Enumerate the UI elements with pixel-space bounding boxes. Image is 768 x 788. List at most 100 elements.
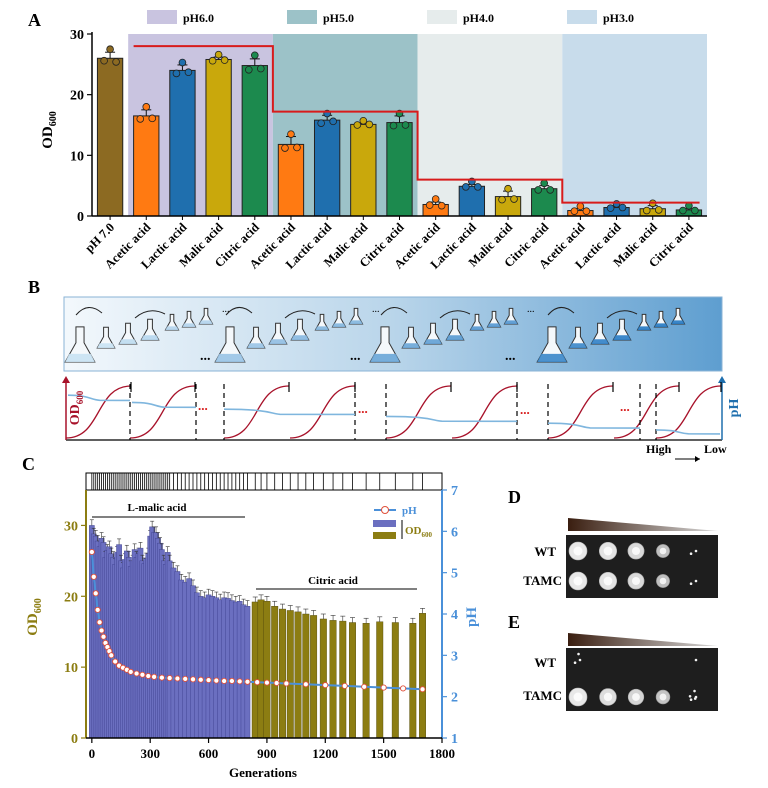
- high-low-arrowhead: [695, 456, 700, 462]
- x-tick-label: 600: [199, 746, 219, 761]
- flask-liquid: [613, 335, 631, 340]
- legend-od-malic-swatch: [373, 520, 396, 527]
- red-dots: ...: [520, 402, 530, 417]
- left-y-axis-label: OD600: [25, 598, 44, 636]
- ph-marker: [112, 658, 119, 665]
- strip-frame: [85, 472, 443, 491]
- red-dots: ...: [198, 398, 208, 413]
- bar: [96, 57, 124, 217]
- data-point: [244, 65, 253, 74]
- data-point: [474, 183, 482, 191]
- colony-dot: [689, 552, 693, 556]
- continuation-dots: ...: [200, 349, 211, 364]
- ph-marker: [419, 686, 426, 693]
- colony-spot-core: [631, 546, 641, 556]
- data-point: [148, 114, 157, 123]
- data-point: [389, 121, 398, 130]
- ph-region-band: [562, 34, 707, 216]
- ph-marker: [174, 675, 181, 682]
- ph-marker: [108, 652, 115, 659]
- right-tick-label: 7: [451, 484, 458, 499]
- data-point: [329, 117, 337, 126]
- colony-spot-core: [603, 692, 613, 702]
- flask-liquid: [637, 326, 651, 330]
- flask-liquid: [199, 320, 213, 324]
- ph-marker: [380, 684, 387, 691]
- ph-marker: [263, 679, 270, 686]
- data-point: [365, 120, 374, 129]
- ph-curve: [223, 408, 356, 416]
- growth-curves: ............: [62, 376, 726, 441]
- y-tick-label: 20: [70, 89, 84, 104]
- data-point: [281, 144, 289, 152]
- legend-label: pH6.0: [183, 11, 214, 25]
- od-growth-curve: [129, 385, 196, 439]
- flask-series: ..................: [64, 304, 686, 364]
- transfer-arrow: [134, 310, 166, 319]
- od-bar-citric: [271, 606, 279, 739]
- right-tick-label: 4: [451, 608, 458, 623]
- ph-marker: [96, 619, 103, 626]
- ph-marker: [273, 679, 280, 687]
- data-point: [136, 115, 145, 123]
- ph-marker: [302, 681, 309, 688]
- colony-spot-core: [659, 547, 667, 555]
- ph-marker: [236, 678, 243, 685]
- od-bar-citric: [302, 613, 310, 739]
- data-point: [576, 202, 585, 211]
- colony-dot: [694, 549, 698, 553]
- plate-d: [566, 535, 718, 598]
- od-bar-malic: [244, 606, 251, 739]
- flask-liquid: [402, 343, 420, 348]
- ph-marker: [283, 680, 290, 687]
- ph-curve: [131, 401, 197, 409]
- legend-od-citric-swatch: [373, 532, 396, 539]
- bar: [277, 143, 305, 217]
- ph-marker: [322, 682, 329, 689]
- flask-liquid: [446, 335, 464, 340]
- d-tamc-label: TAMC: [523, 573, 562, 588]
- od-bar-citric: [251, 601, 259, 739]
- flask-liquid: [349, 320, 363, 324]
- panel-b-letter: B: [28, 277, 40, 297]
- ph-marker: [254, 679, 261, 686]
- colony-dot: [693, 697, 697, 700]
- colony-dot: [689, 698, 693, 702]
- citric-annotation: Citric acid: [308, 575, 358, 587]
- od-bar-citric: [376, 621, 384, 739]
- data-point: [359, 116, 368, 125]
- flask-liquid: [487, 323, 501, 327]
- legend-swatch: [147, 10, 177, 24]
- bar: [169, 69, 196, 217]
- colony-dot: [694, 658, 698, 662]
- x-tick-label: 1800: [429, 746, 455, 761]
- continuation-dots: ...: [350, 349, 361, 364]
- x-tick-label: 900: [257, 746, 277, 761]
- legend-swatch: [567, 10, 597, 24]
- data-point: [570, 207, 579, 215]
- flask-liquid: [591, 339, 609, 344]
- flask-liquid: [247, 343, 265, 348]
- data-point: [679, 206, 687, 215]
- flask-liquid: [654, 323, 668, 327]
- data-point: [401, 121, 410, 129]
- od-bar-citric: [362, 623, 370, 739]
- od-bar-citric: [279, 608, 286, 739]
- colony-dot: [689, 582, 693, 586]
- bar: [241, 65, 268, 217]
- y-axis-label: OD600: [40, 111, 59, 149]
- flask-liquid: [119, 339, 137, 344]
- b-left-arrowhead: [62, 376, 70, 383]
- x-tick-label: 1200: [312, 746, 338, 761]
- x-tick-label: 300: [140, 746, 160, 761]
- left-tick-label: 30: [64, 519, 78, 534]
- panel-a-letter: A: [28, 10, 41, 30]
- colony-dot: [573, 661, 577, 665]
- flask-liquid: [182, 323, 196, 327]
- data-point: [606, 204, 615, 212]
- data-point: [112, 58, 120, 66]
- colony-dot: [693, 689, 696, 693]
- x-tick-label: pH 7.0: [82, 220, 117, 255]
- dilution-wedge-e: [568, 633, 718, 646]
